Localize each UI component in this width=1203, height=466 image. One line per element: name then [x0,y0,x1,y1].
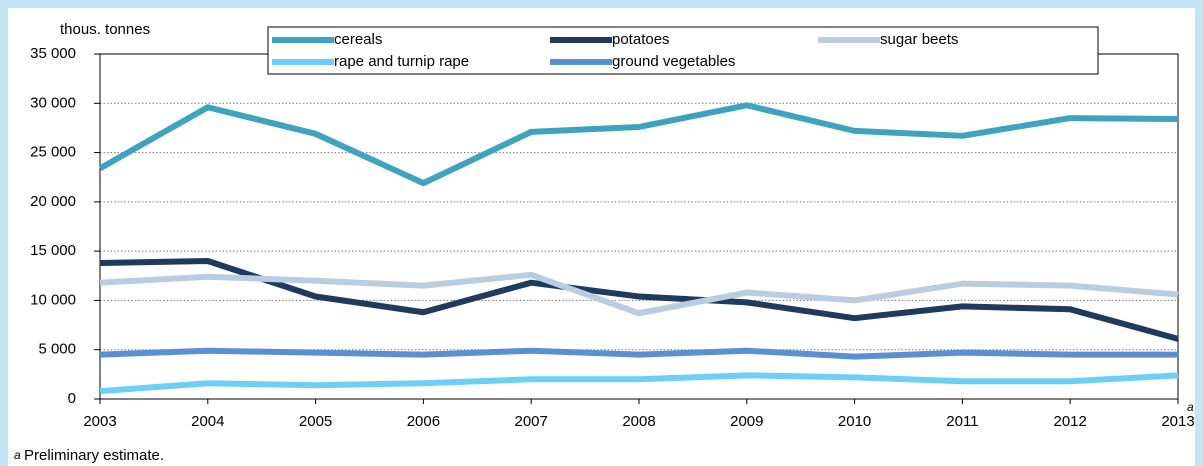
x-tick-label: 2013 [1161,413,1194,430]
x-tick-label: 2012 [1054,413,1087,430]
x-tick-label: 2006 [407,413,440,430]
legend-label: rape and turnip rape [334,53,469,70]
legend-label: potatoes [612,31,670,48]
x-tick-label: 2003 [83,413,116,430]
y-tick-label: 30 000 [30,94,76,111]
y-tick-label: 5 000 [38,341,76,358]
y-axis-label: thous. tonnes [60,21,150,38]
x-tick-label: 2009 [730,413,763,430]
series-line [99,372,1179,395]
series-line [98,102,1179,187]
series-line [99,271,1179,317]
legend-label: ground vegetables [612,53,735,70]
y-tick-label: 20 000 [30,193,76,210]
x-tick-label: 2007 [515,413,548,430]
legend-label: cereals [334,31,382,48]
footnote-marker: a [14,448,21,462]
y-tick-label: 0 [68,390,76,407]
y-tick-label: 10 000 [30,291,76,308]
chart-background [8,8,1195,466]
x-tick-label: 2008 [622,413,655,430]
series-line [99,347,1178,360]
legend-label: sugar beets [880,31,958,48]
y-tick-label: 35 000 [30,45,76,62]
y-tick-label: 25 000 [30,144,76,161]
legend-box [267,26,1099,75]
x-tick-label: 2004 [191,413,224,430]
x-annotation: a [1187,400,1194,414]
series-line [99,258,1179,342]
x-tick-label: 2010 [838,413,871,430]
x-tick-label: 2011 [946,413,978,430]
footnote: Preliminary estimate. [24,447,164,464]
y-tick-label: 15 000 [30,242,76,259]
x-tick-label: 2005 [299,413,332,430]
